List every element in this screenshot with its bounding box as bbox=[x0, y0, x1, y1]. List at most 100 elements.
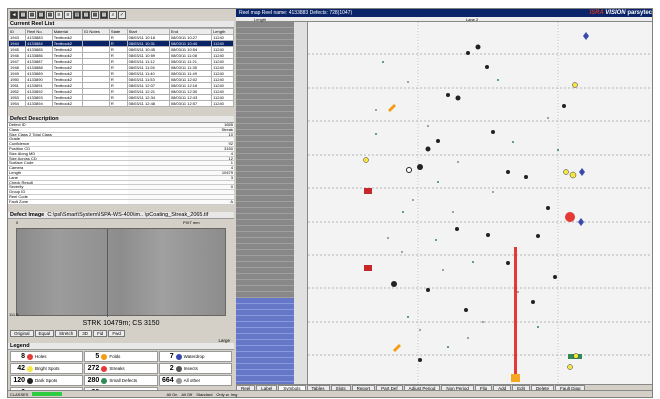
position-ruler bbox=[294, 22, 308, 384]
waterdrop-mark bbox=[583, 32, 589, 40]
insect-icon bbox=[175, 365, 182, 372]
legend-item[interactable]: 8 Holes bbox=[10, 351, 84, 362]
property-value: 4 bbox=[128, 151, 234, 157]
table-row[interactable]: 1950 4133890 Textbook2 R 08/03/11 11:53 08/03… bbox=[8, 76, 234, 83]
bright-spot-icon bbox=[27, 365, 33, 372]
legend-item[interactable]: 7 Waterdrop bbox=[158, 351, 232, 362]
legend-item[interactable]: 5 Folds bbox=[84, 351, 158, 362]
property-name: Length bbox=[8, 170, 128, 176]
grid-icon[interactable]: ▦ bbox=[28, 11, 36, 19]
legend-item[interactable]: 664 All other bbox=[158, 375, 232, 386]
table-cell: R bbox=[108, 100, 128, 107]
status-classes: CLASSES bbox=[10, 391, 29, 397]
drop-icon bbox=[175, 353, 182, 360]
legend-count: 2 bbox=[169, 365, 174, 372]
property-name: Defect ID bbox=[8, 123, 128, 128]
reel-table: ID Reel No. Material ID Notes State Start End L… bbox=[8, 28, 234, 107]
table-row[interactable]: 1944 4133884 Textbook2 R 08/03/11 10:31 08/03… bbox=[8, 40, 234, 47]
table-row[interactable]: 1954 4133894 Textbook2 R 08/03/11 12:48 08/03… bbox=[8, 100, 234, 107]
defect-map-canvas bbox=[308, 22, 652, 384]
property-name: Size Class 2 Total Class bbox=[8, 132, 128, 138]
property-value: 92 bbox=[128, 142, 234, 147]
legend-label: Small Defects bbox=[109, 378, 138, 383]
defect-map[interactable] bbox=[308, 22, 652, 384]
legend-count: 120 bbox=[13, 377, 25, 384]
property-name: Severity bbox=[8, 185, 128, 191]
table-row[interactable]: 1946 4133886 Textbook2 R 08/03/11 10:59 08/03… bbox=[8, 52, 234, 59]
property-value: 1 bbox=[128, 161, 234, 167]
image-fwd-button[interactable]: Fwd bbox=[108, 330, 125, 337]
check-icon[interactable]: ✓ bbox=[118, 11, 126, 19]
table-row[interactable]: 1948 4133888 Textbook2 R 08/03/11 11:26 08/03… bbox=[8, 64, 234, 71]
status-standard[interactable]: Standard bbox=[196, 391, 213, 397]
legend-item[interactable]: 272 Streaks bbox=[84, 363, 158, 374]
property-name: Group ID bbox=[8, 190, 128, 195]
list-icon[interactable]: ≡ bbox=[64, 11, 72, 19]
grid-icon[interactable]: ▦ bbox=[91, 11, 99, 19]
defect-description-title: Defect Description bbox=[8, 116, 234, 123]
back-icon[interactable]: ◄ bbox=[10, 11, 18, 19]
grid-icon[interactable]: ▦ bbox=[19, 11, 27, 19]
legend-count: 42 bbox=[17, 365, 25, 372]
image-stretch-button[interactable]: Stretch bbox=[55, 330, 78, 337]
insect-mark bbox=[406, 167, 412, 173]
chart-icon[interactable]: ▤ bbox=[73, 11, 81, 19]
property-value bbox=[128, 180, 234, 186]
toolbar: ◄ ▦ ▦ ▦ ▦ ≡ ≡ ▤ ▦ ▦ ▦ ⌕ ✓ bbox=[8, 9, 234, 21]
status-bar: CLASSES All On All Off Standard Only w. … bbox=[8, 390, 652, 397]
property-value bbox=[128, 194, 234, 200]
grid-icon[interactable]: ▦ bbox=[46, 11, 54, 19]
defect-image-caption: STRK 10479m; CS 3150 bbox=[82, 320, 160, 327]
image-axis-right: PIXT mm bbox=[183, 220, 200, 225]
fold-mark bbox=[388, 104, 396, 112]
status-all-on[interactable]: All On bbox=[166, 391, 178, 397]
property-name: Class bbox=[8, 127, 128, 133]
table-cell bbox=[82, 100, 110, 107]
property-name: Fault Zone bbox=[8, 199, 128, 205]
logo-vision: VISION bbox=[605, 10, 626, 16]
legend-item[interactable]: 42 Bright Spots bbox=[10, 363, 84, 374]
legend-item[interactable]: 280 Small Defects bbox=[84, 375, 158, 386]
list-icon[interactable]: ≡ bbox=[55, 11, 63, 19]
length-strip[interactable] bbox=[236, 22, 294, 384]
legend-label: Waterdrop bbox=[183, 354, 205, 359]
streak-icon bbox=[101, 365, 108, 372]
status-all-off[interactable]: All Off bbox=[181, 391, 193, 397]
table-row[interactable]: 1947 4133887 Textbook2 R 08/03/11 11:12 08/03… bbox=[8, 58, 234, 65]
image-equal-button[interactable]: Equal bbox=[34, 330, 55, 337]
legend-item[interactable]: 120 Dark Spots bbox=[10, 375, 84, 386]
defect-image-panel: Defect Image C:\psl\Smart\System\ISPA-WS… bbox=[8, 212, 234, 343]
legend-count: 664 bbox=[161, 377, 174, 384]
property-name: Position CD bbox=[8, 146, 128, 152]
legend-count: 272 bbox=[87, 365, 100, 372]
table-cell: 1954 bbox=[8, 100, 27, 107]
image-button-row: Original Equal Stretch 3D Fid Fwd bbox=[10, 330, 125, 337]
property-name: Surface Code bbox=[8, 161, 128, 167]
table-row[interactable]: 1952 4133892 Textbook2 R 08/03/11 12:21 08/03… bbox=[8, 88, 234, 95]
hole-icon bbox=[27, 353, 33, 360]
property-name: Lane bbox=[8, 175, 128, 181]
fold-icon bbox=[101, 353, 108, 360]
small-defects bbox=[375, 61, 559, 348]
legend-item[interactable]: 2 Insects bbox=[158, 363, 232, 374]
grid-icon[interactable]: ▦ bbox=[37, 11, 45, 19]
table-cell: 08/03/11 12:57 bbox=[168, 100, 213, 107]
image-3d-button[interactable]: 3D bbox=[78, 330, 93, 337]
defect-image-label: Defect Image bbox=[10, 212, 45, 218]
edge-crack-mark bbox=[364, 188, 372, 194]
image-original-button[interactable]: Original bbox=[10, 330, 34, 337]
legend-title: Legend bbox=[8, 343, 234, 350]
zoom-icon[interactable]: ⌕ bbox=[109, 11, 117, 19]
table-cell: 08/03/11 12:48 bbox=[126, 100, 170, 107]
grid-icon[interactable]: ▦ bbox=[82, 11, 90, 19]
defect-description-table: Defect ID 1655 Class Streak Size Class 2 Tot… bbox=[8, 123, 234, 205]
image-fid-button[interactable]: Fid bbox=[93, 330, 108, 337]
property-value bbox=[128, 137, 234, 143]
legend-label: All other bbox=[183, 378, 201, 383]
property-name: Camera bbox=[8, 166, 128, 171]
status-only-img[interactable]: Only w. Img bbox=[216, 391, 238, 397]
property-value: 3150 bbox=[128, 146, 234, 152]
grid-icon[interactable]: ▦ bbox=[100, 11, 108, 19]
dark-spot-icon bbox=[27, 377, 33, 384]
property-name: Confidence bbox=[8, 142, 128, 147]
